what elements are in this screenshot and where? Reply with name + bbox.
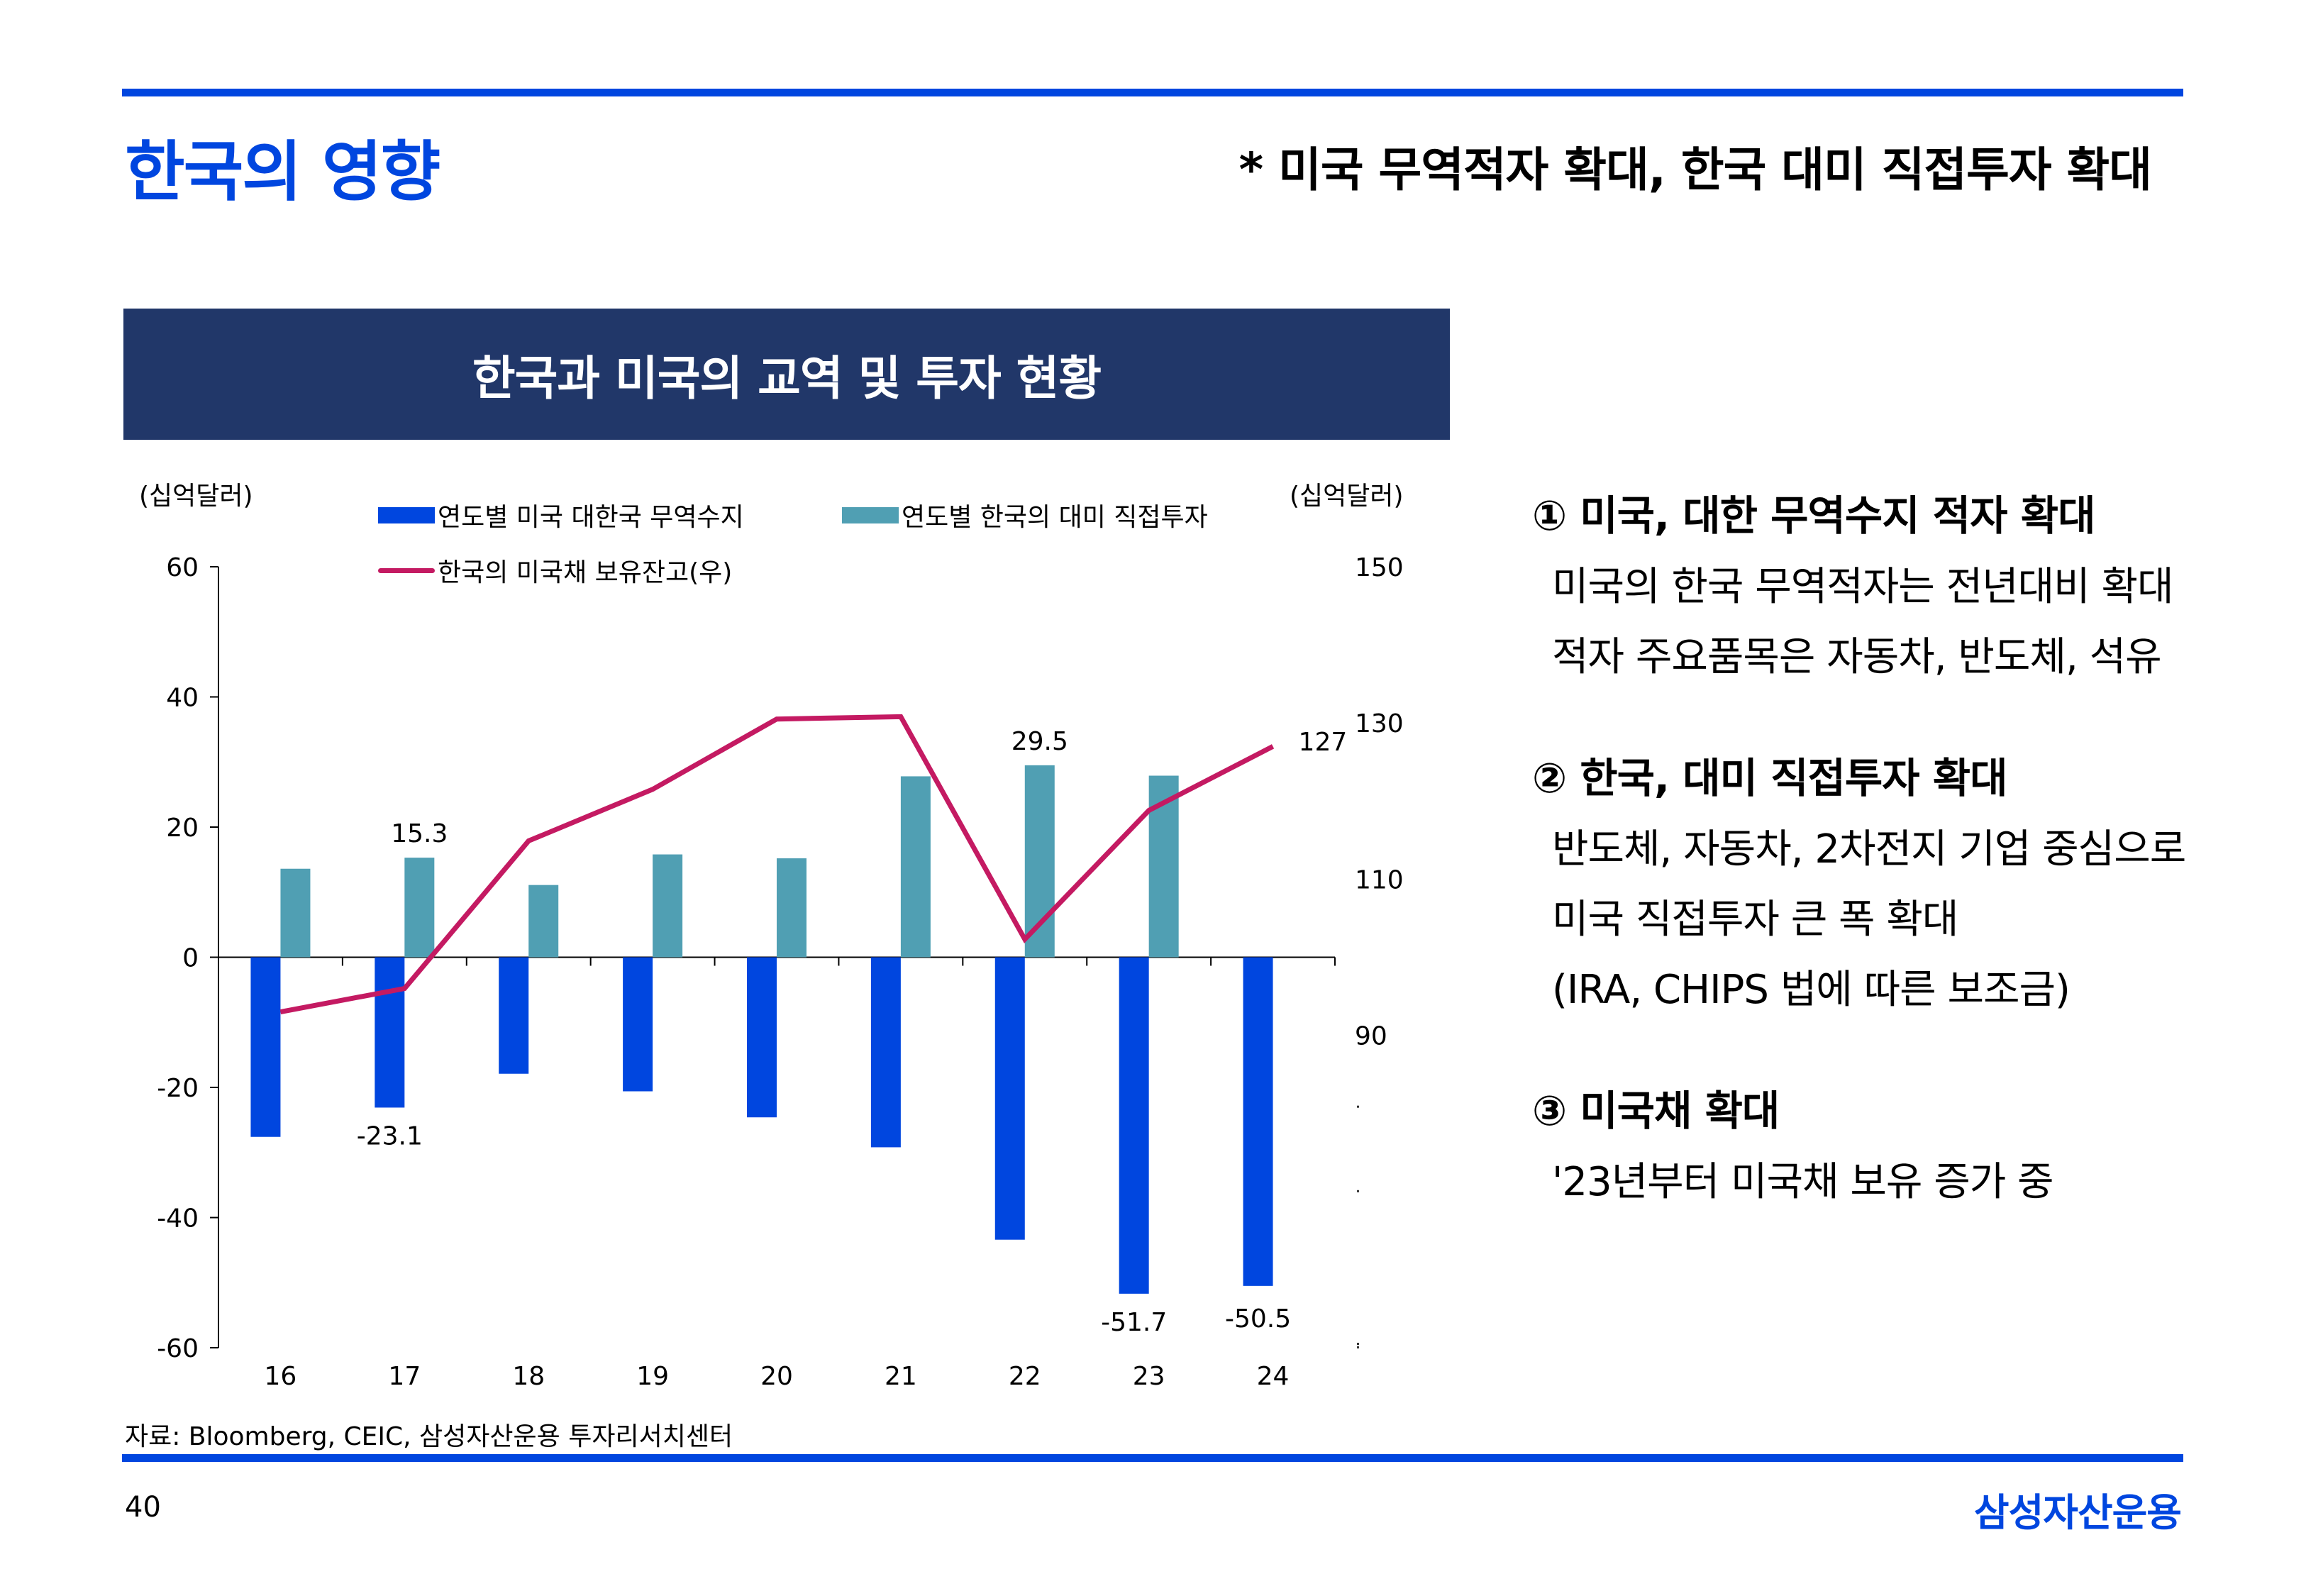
bar-trade-balance <box>623 957 653 1092</box>
point-3: ③ 미국채 확대 '23년부터 미국채 보유 증가 중 <box>1532 1077 2241 1207</box>
bar-trade-balance <box>1119 957 1149 1294</box>
data-label: -23.1 <box>357 1121 423 1151</box>
chart-banner: 한국과 미국의 교역 및 투자 현황 <box>123 309 1450 440</box>
legend-label: 한국의 미국채 보유잔고(우) <box>438 558 733 587</box>
right-tick-label: 90 <box>1355 1022 1387 1051</box>
bar-trade-balance <box>994 957 1025 1240</box>
x-tick-label: 21 <box>885 1362 917 1391</box>
bar-fdi <box>280 868 311 958</box>
data-label: 127 <box>1299 728 1348 757</box>
right-tick-label: 150 <box>1355 553 1404 582</box>
bar-trade-balance <box>747 957 777 1118</box>
right-axis-unit: (십억달러) <box>1290 482 1404 511</box>
bar-fdi <box>404 858 435 958</box>
data-label: -50.5 <box>1225 1304 1291 1334</box>
x-tick-label: 19 <box>636 1362 669 1391</box>
left-tick-label: 40 <box>166 684 199 713</box>
point-2: ② 한국, 대미 직접투자 확대 반도체, 자동차, 2차전지 기업 중심으로 … <box>1532 745 2241 1015</box>
legend-label: 연도별 미국 대한국 무역수지 <box>438 503 744 532</box>
data-label: -51.7 <box>1101 1308 1167 1337</box>
left-tick-label: -40 <box>157 1204 199 1234</box>
legend-item-fdi: 연도별 한국의 대미 직접투자 <box>842 497 1208 533</box>
point-line: 적자 주요품목은 자동차, 반도체, 석유 <box>1552 634 2162 680</box>
x-tick-label: 22 <box>1009 1362 1041 1391</box>
point-line: 미국 직접투자 큰 폭 확대 <box>1552 897 1958 943</box>
key-points: ① 미국, 대한 무역수지 적자 확대 미국의 한국 무역적자는 전년대비 확대… <box>1532 482 2241 1207</box>
left-tick-label: 0 <box>182 944 199 973</box>
x-tick-label: 16 <box>265 1362 297 1391</box>
right-tick-label: 130 <box>1355 709 1404 738</box>
bar-fdi <box>528 885 559 958</box>
point-1: ① 미국, 대한 무역수지 적자 확대 미국의 한국 무역적자는 전년대비 확대… <box>1532 482 2241 682</box>
right-tick-label: 110 <box>1355 865 1404 894</box>
top-rule <box>122 89 2183 96</box>
point-line: '23년부터 미국채 보유 증가 중 <box>1552 1159 2054 1205</box>
point-line: 반도체, 자동차, 2차전지 기업 중심으로 <box>1552 826 2186 872</box>
right-axis-minor-dot <box>1357 1343 1359 1345</box>
bottom-rule <box>122 1454 2183 1462</box>
legend-swatch-fdi <box>842 506 899 523</box>
bar-trade-balance <box>1243 957 1273 1286</box>
legend-item-trade-balance: 연도별 미국 대한국 무역수지 <box>378 497 744 533</box>
legend-swatch-trade-balance <box>378 506 435 523</box>
source-note: 자료: Bloomberg, CEIC, 삼성자산운용 투자리서치센터 <box>125 1422 733 1451</box>
left-tick-label: 20 <box>166 814 199 843</box>
headline: * 미국 무역적자 확대, 한국 대미 직접투자 확대 <box>1238 143 2152 197</box>
legend-label: 연도별 한국의 대미 직접투자 <box>902 503 1208 532</box>
legend-item-treasury: 한국의 미국채 보유잔고(우) <box>378 552 732 589</box>
brand-logo: 삼성자산운용 <box>1973 1490 2182 1535</box>
left-axis-unit: (십억달러) <box>139 482 253 511</box>
point-line: 미국의 한국 무역적자는 전년대비 확대 <box>1552 564 2174 610</box>
left-tick-label: 60 <box>166 553 199 582</box>
x-tick-label: 23 <box>1133 1362 1165 1391</box>
data-label: 15.3 <box>391 819 448 848</box>
right-axis-minor-dot <box>1357 1346 1359 1348</box>
right-axis-minor-dot <box>1357 1190 1359 1192</box>
point-heading: ③ 미국채 확대 <box>1532 1087 1780 1135</box>
point-line: (IRA, CHIPS 법에 따른 보조금) <box>1552 967 2071 1013</box>
page-number: 40 <box>125 1491 161 1524</box>
bar-trade-balance <box>375 957 405 1108</box>
point-heading: ② 한국, 대미 직접투자 확대 <box>1532 754 2008 802</box>
bar-trade-balance <box>499 957 529 1074</box>
x-tick-label: 18 <box>512 1362 545 1391</box>
bar-fdi <box>900 776 931 958</box>
point-heading: ① 미국, 대한 무역수지 적자 확대 <box>1532 492 2095 540</box>
left-tick-label: -60 <box>157 1334 199 1363</box>
bar-fdi <box>1024 765 1055 958</box>
x-tick-label: 20 <box>760 1362 793 1391</box>
bar-trade-balance <box>250 957 281 1137</box>
right-axis-minor-dot <box>1357 1105 1359 1108</box>
data-label: 29.5 <box>1011 727 1068 756</box>
left-tick-label: -20 <box>157 1074 199 1103</box>
bar-trade-balance <box>870 957 901 1148</box>
chart-title: 한국과 미국의 교역 및 투자 현황 <box>472 350 1102 406</box>
bar-fdi <box>777 858 806 958</box>
x-tick-label: 24 <box>1257 1362 1290 1391</box>
x-tick-label: 17 <box>388 1362 421 1391</box>
bar-fdi <box>653 854 683 958</box>
page-title: 한국의 영향 <box>125 134 440 210</box>
legend-swatch-treasury <box>378 567 435 573</box>
